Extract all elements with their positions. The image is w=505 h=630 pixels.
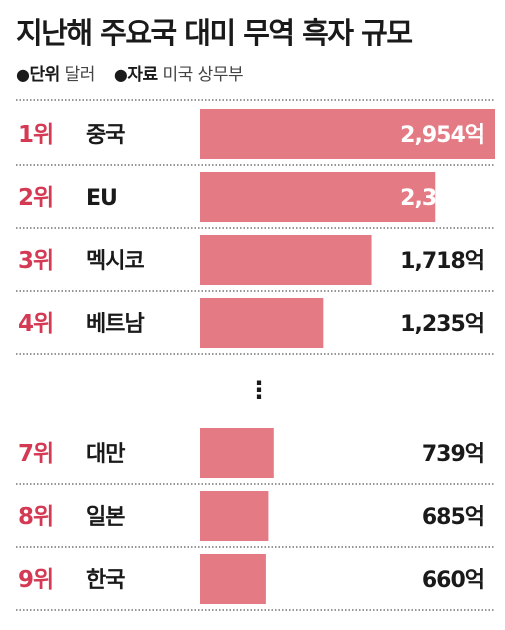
unit-key: 단위 (29, 65, 60, 85)
chart-meta: ●단위 달러 ●자료 미국 상무부 (16, 60, 257, 85)
bar (200, 298, 324, 348)
value-label: 685억 (422, 505, 484, 530)
rank-label: 3위 (18, 248, 53, 274)
bar (200, 428, 274, 478)
category-label: 중국 (86, 123, 125, 148)
source-value: 미국 상무부 (162, 65, 244, 85)
rank-label: 9위 (18, 567, 53, 593)
bullet-icon: ● (113, 65, 128, 84)
bar (200, 235, 372, 285)
value-label: 2,356억 (400, 186, 484, 211)
value-label: 739억 (422, 442, 484, 467)
category-label: EU (86, 186, 117, 211)
rank-label: 2위 (18, 185, 53, 211)
rank-label: 4위 (18, 311, 53, 337)
category-label: 멕시코 (86, 249, 144, 274)
category-label: 대만 (86, 442, 125, 467)
chart-title: 지난해 주요국 대미 무역 흑자 규모 (16, 16, 413, 50)
bullet-icon: ● (16, 65, 30, 84)
rank-label: 1위 (18, 122, 53, 148)
bar (200, 491, 269, 541)
value-label: 660억 (422, 568, 484, 593)
value-label: 1,235억 (400, 312, 484, 337)
rank-label: 8위 (18, 504, 53, 530)
bar (200, 109, 495, 159)
source-key: 자료 (127, 65, 158, 85)
category-label: 한국 (86, 568, 125, 593)
bar (200, 554, 266, 604)
unit-value: 달러 (64, 65, 96, 85)
value-label: 2,954억 (400, 123, 484, 148)
category-label: 일본 (86, 505, 125, 530)
rank-label: 7위 (18, 441, 53, 467)
gap-ellipsis: ⋮ (247, 376, 271, 404)
bar (200, 172, 436, 222)
value-label: 1,718억 (400, 249, 484, 274)
category-label: 베트남 (86, 312, 144, 337)
